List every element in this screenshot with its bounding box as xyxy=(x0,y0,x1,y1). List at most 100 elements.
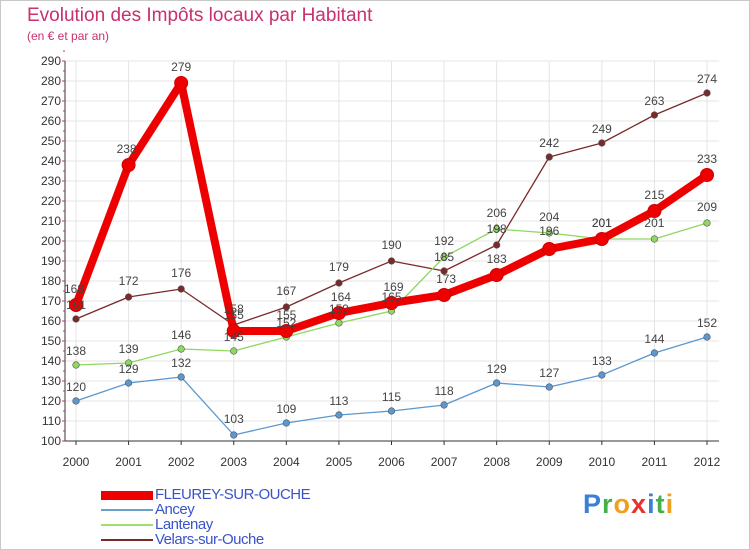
data-label-1: 129 xyxy=(119,362,139,376)
data-label-2: 152 xyxy=(276,316,296,330)
series-point-1 xyxy=(124,379,133,387)
data-label-0: 155 xyxy=(276,308,296,322)
chart-subtitle: (en € et par an) xyxy=(27,29,110,43)
series-point-3 xyxy=(177,285,185,293)
x-tick-label: 2010 xyxy=(588,455,615,469)
series-point-1 xyxy=(493,379,501,387)
proxiti-logo: Proxiti xyxy=(583,489,674,520)
chart-title: Evolution des Impôts locaux par Habitant xyxy=(27,5,373,26)
data-label-1: 118 xyxy=(435,384,454,398)
data-label-2: 165 xyxy=(381,290,401,304)
series-point-2 xyxy=(124,359,133,367)
series-point-2 xyxy=(230,347,238,355)
data-label-0: 183 xyxy=(487,252,507,266)
series-point-2 xyxy=(440,253,448,261)
y-tick-label: 280 xyxy=(41,74,61,88)
data-label-3: 198 xyxy=(487,222,507,236)
series-point-3 xyxy=(703,89,711,97)
series-point-2 xyxy=(545,229,553,237)
y-tick-label: 140 xyxy=(41,354,61,368)
data-label-1: 144 xyxy=(644,332,664,346)
data-label-2: 204 xyxy=(539,210,559,224)
x-tick-label: 2001 xyxy=(115,455,142,469)
series-point-3 xyxy=(335,279,343,287)
x-tick-label: 2002 xyxy=(168,455,195,469)
series-point-3 xyxy=(282,303,290,311)
legend-label-fleurey: FLEUREY-SUR-OUCHE xyxy=(155,486,311,503)
y-tick-labels: 100 110 120 130 140 150 160 170 180 190 200 210 220 2… xyxy=(41,54,61,448)
data-label-0: 201 xyxy=(592,216,612,230)
series-point-0 xyxy=(700,168,714,182)
x-tick-label: 2008 xyxy=(483,455,510,469)
series-point-0 xyxy=(279,324,294,338)
x-tick-label: 2005 xyxy=(326,455,353,469)
series-point-1 xyxy=(335,411,343,419)
y-tick-label: 210 xyxy=(41,214,61,228)
data-label-0: 164 xyxy=(331,290,351,304)
series-point-0 xyxy=(437,288,452,302)
series-layer xyxy=(69,76,714,439)
data-label-0: 215 xyxy=(644,188,664,202)
series-point-3 xyxy=(650,111,659,119)
series-point-1 xyxy=(387,407,396,415)
logo-letter: r xyxy=(602,489,614,519)
y-tick-label: 150 xyxy=(41,334,61,348)
data-label-1: 132 xyxy=(171,356,191,370)
data-label-3: 242 xyxy=(539,136,559,150)
series-point-2 xyxy=(650,235,659,243)
data-label-3: 185 xyxy=(434,250,454,264)
y-tick-label: 270 xyxy=(41,94,61,108)
logo-letter: o xyxy=(613,489,632,519)
data-label-0: 155 xyxy=(224,308,244,322)
legend-label-lantenay: Lantenay xyxy=(155,516,213,533)
y-tick-label: 250 xyxy=(41,134,61,148)
x-tick-label: 2009 xyxy=(536,455,563,469)
x-tick-labels: 2000 2001 2002 2003 2004 2005 2006 2007 2008 2009… xyxy=(63,455,721,469)
series-point-2 xyxy=(493,225,501,233)
series-point-0 xyxy=(69,298,83,312)
y-tick-label: 240 xyxy=(41,154,61,168)
series-point-0 xyxy=(226,324,241,338)
legend-swatch-fleurey xyxy=(101,491,153,500)
series-point-2 xyxy=(335,319,343,327)
series-point-1 xyxy=(230,431,238,439)
series-point-1 xyxy=(598,371,606,379)
series-point-0 xyxy=(647,204,662,218)
data-label-2: 146 xyxy=(171,328,191,342)
data-label-2: 201 xyxy=(592,216,612,230)
y-tick-label: 110 xyxy=(42,414,61,428)
data-label-3: 249 xyxy=(592,122,612,136)
series-point-0 xyxy=(594,232,609,246)
data-label-3: 161 xyxy=(66,298,86,312)
data-label-0: 196 xyxy=(539,224,559,238)
data-label-3: 263 xyxy=(644,94,664,108)
legend-label-velars: Velars-sur-Ouche xyxy=(155,531,264,548)
data-label-1: 109 xyxy=(276,402,296,416)
data-label-2: 145 xyxy=(224,330,244,344)
legend-swatch-velars xyxy=(101,539,153,541)
series-point-1 xyxy=(72,397,80,405)
data-label-3: 176 xyxy=(171,266,191,280)
x-tick-label: 2007 xyxy=(431,455,458,469)
series-point-1 xyxy=(703,333,711,341)
data-label-1: 115 xyxy=(382,390,401,404)
series-point-3 xyxy=(598,139,606,147)
x-tick-label: 2012 xyxy=(694,455,721,469)
data-label-2: 138 xyxy=(66,344,86,358)
series-point-3 xyxy=(124,293,133,301)
y-tick-label: 130 xyxy=(41,374,61,388)
data-label-2: 192 xyxy=(434,234,454,248)
data-label-0: 279 xyxy=(171,60,191,74)
data-label-2: 139 xyxy=(119,342,139,356)
data-label-0: 169 xyxy=(383,280,403,294)
series-point-3 xyxy=(545,153,553,161)
y-tick-label: 200 xyxy=(41,234,61,248)
data-label-2: 209 xyxy=(697,200,717,214)
grid-lines xyxy=(65,60,719,442)
series-point-3 xyxy=(72,315,80,323)
series-point-0 xyxy=(489,268,504,282)
logo-letter: x xyxy=(631,489,648,519)
data-label-3: 172 xyxy=(119,274,139,288)
